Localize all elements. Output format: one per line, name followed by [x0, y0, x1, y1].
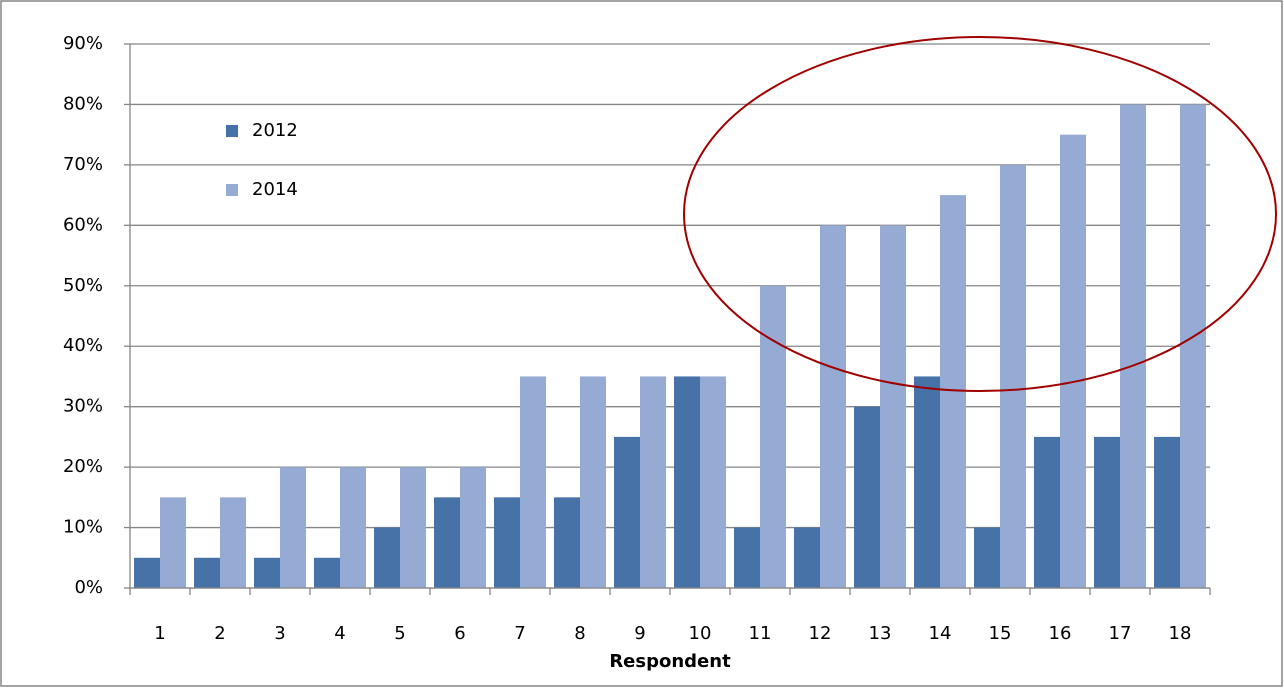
bar: [134, 557, 160, 588]
legend-label: 2014: [252, 179, 298, 200]
bar: [1180, 104, 1206, 588]
bar: [280, 467, 306, 588]
legend-swatch: [226, 125, 238, 137]
y-tick-label: 60%: [63, 214, 103, 235]
bar: [494, 497, 520, 588]
x-tick-label: 1: [154, 623, 165, 644]
y-tick-label: 90%: [63, 33, 103, 54]
bar: [974, 527, 1000, 588]
bar: [734, 527, 760, 588]
bar: [794, 527, 820, 588]
bar: [880, 225, 906, 589]
annotation-ellipse: [683, 36, 1277, 392]
x-tick-label: 5: [394, 623, 405, 644]
x-tick-label: 17: [1109, 623, 1132, 644]
legend-label: 2012: [252, 120, 298, 141]
legend-swatch: [226, 184, 238, 196]
bar: [854, 406, 880, 588]
x-axis-label: Respondent: [609, 651, 731, 672]
bar: [460, 467, 486, 588]
bar: [254, 557, 280, 588]
bar: [1094, 436, 1120, 588]
x-tick-label: 18: [1169, 623, 1192, 644]
bar: [640, 376, 666, 588]
bar: [520, 376, 546, 588]
bar: [1000, 164, 1026, 588]
bar: [914, 376, 940, 588]
x-tick-label: 12: [809, 623, 832, 644]
y-tick-label: 0%: [74, 577, 103, 598]
bar: [700, 376, 726, 588]
bar: [1060, 134, 1086, 588]
bar: [1034, 436, 1060, 588]
bar: [674, 376, 700, 588]
bar: [760, 285, 786, 588]
y-tick-label: 40%: [63, 335, 103, 356]
bar: [820, 225, 846, 589]
bar: [314, 557, 340, 588]
y-tick-label: 10%: [63, 517, 103, 538]
bar: [340, 467, 366, 588]
x-tick-label: 15: [989, 623, 1012, 644]
bar: [580, 376, 606, 588]
bar: [160, 497, 186, 588]
bar: [220, 497, 246, 588]
bar: [194, 557, 220, 588]
x-tick-label: 2: [214, 623, 225, 644]
y-tick-label: 70%: [63, 154, 103, 175]
x-tick-label: 4: [334, 623, 345, 644]
x-tick-label: 10: [689, 623, 712, 644]
bar: [1120, 104, 1146, 588]
bar: [1154, 436, 1180, 588]
bar: [614, 436, 640, 588]
y-tick-label: 30%: [63, 396, 103, 417]
x-tick-label: 7: [514, 623, 525, 644]
x-tick-label: 8: [574, 623, 585, 644]
bar: [374, 527, 400, 588]
x-tick-label: 11: [749, 623, 772, 644]
y-tick-label: 20%: [63, 456, 103, 477]
y-tick-label: 80%: [63, 93, 103, 114]
x-tick-label: 13: [869, 623, 892, 644]
x-tick-label: 9: [634, 623, 645, 644]
bar: [434, 497, 460, 588]
x-tick-label: 14: [929, 623, 952, 644]
bar: [554, 497, 580, 588]
bar: [400, 467, 426, 588]
x-tick-label: 3: [274, 623, 285, 644]
x-tick-label: 16: [1049, 623, 1072, 644]
x-tick-label: 6: [454, 623, 465, 644]
y-tick-label: 50%: [63, 275, 103, 296]
